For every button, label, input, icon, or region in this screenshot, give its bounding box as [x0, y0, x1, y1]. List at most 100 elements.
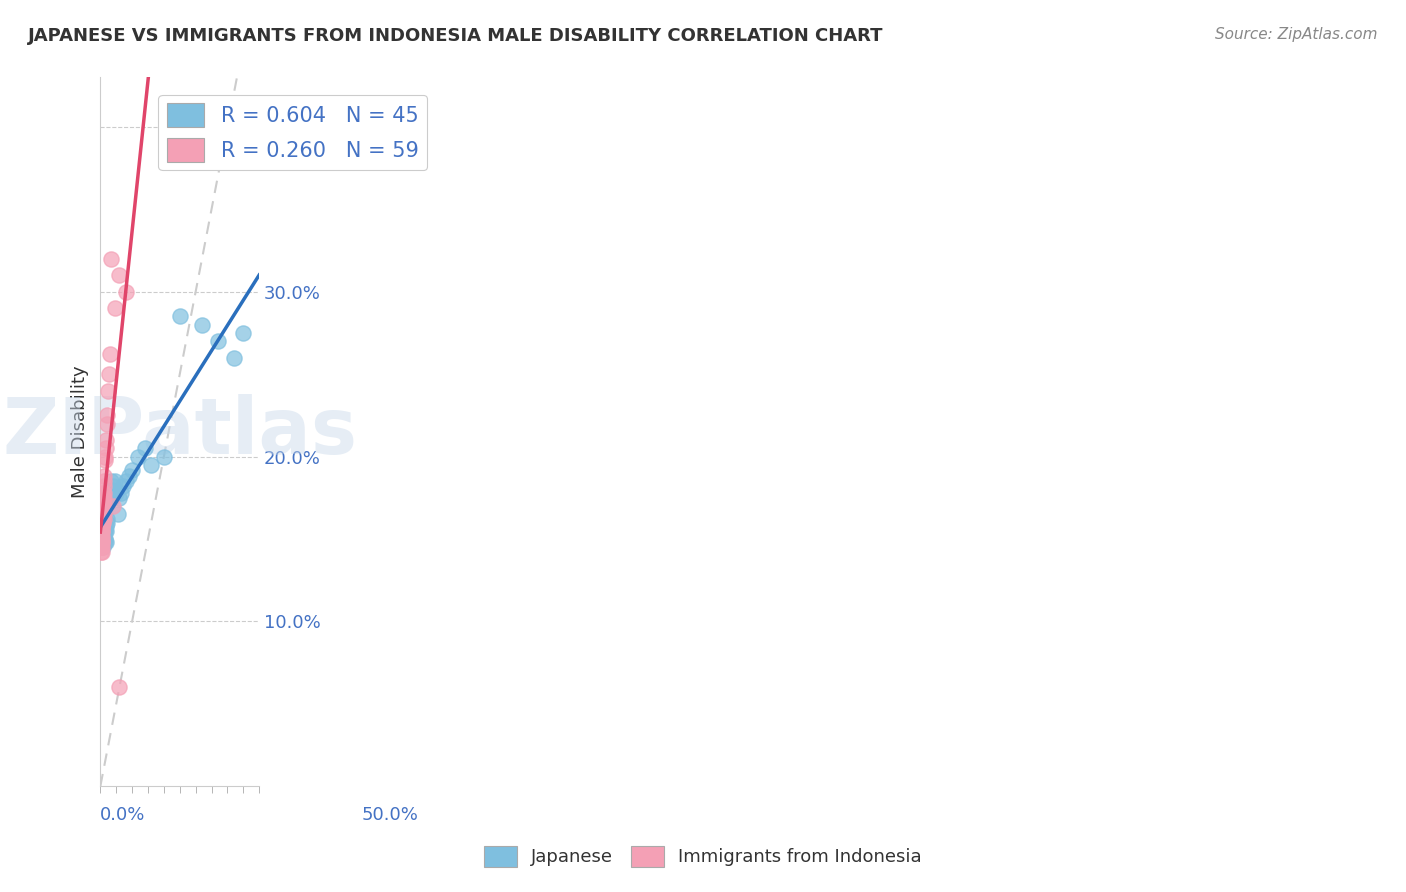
Point	[114, 285, 136, 299]
Point	[93, 508, 115, 522]
Point	[94, 535, 117, 549]
Point	[101, 479, 124, 493]
Point	[222, 351, 245, 365]
Point	[93, 512, 115, 526]
Y-axis label: Male Disability: Male Disability	[72, 366, 89, 498]
Point	[141, 458, 163, 472]
Point	[94, 524, 117, 538]
Point	[91, 512, 114, 526]
Point	[94, 442, 117, 456]
Point	[232, 326, 254, 340]
Point	[105, 486, 128, 500]
Point	[111, 479, 134, 493]
Point	[91, 502, 114, 516]
Point	[98, 367, 121, 381]
Point	[127, 450, 149, 464]
Point	[108, 681, 131, 695]
Point	[91, 524, 114, 538]
Point	[91, 496, 114, 510]
Text: 0.0%: 0.0%	[100, 806, 146, 824]
Point	[90, 535, 112, 549]
Point	[93, 475, 115, 489]
Point	[90, 535, 112, 549]
Point	[91, 499, 114, 513]
Point	[90, 540, 112, 554]
Point	[93, 499, 115, 513]
Point	[94, 532, 117, 546]
Point	[94, 535, 117, 549]
Point	[93, 486, 115, 500]
Point	[91, 502, 114, 516]
Point	[104, 475, 127, 489]
Point	[94, 518, 117, 533]
Point	[121, 463, 143, 477]
Point	[91, 535, 114, 549]
Point	[90, 524, 112, 538]
Point	[94, 450, 117, 464]
Point	[90, 535, 112, 549]
Point	[96, 516, 118, 530]
Point	[93, 469, 115, 483]
Point	[100, 483, 122, 497]
Point	[96, 409, 118, 423]
Point	[104, 301, 127, 316]
Point	[93, 491, 115, 505]
Point	[94, 453, 117, 467]
Point	[91, 524, 114, 538]
Point	[98, 486, 121, 500]
Point	[90, 535, 112, 549]
Text: JAPANESE VS IMMIGRANTS FROM INDONESIA MALE DISABILITY CORRELATION CHART: JAPANESE VS IMMIGRANTS FROM INDONESIA MA…	[28, 27, 883, 45]
Point	[134, 442, 156, 456]
Point	[98, 483, 121, 497]
Point	[108, 268, 131, 283]
Point	[91, 518, 114, 533]
Point	[191, 318, 214, 332]
Text: 50.0%: 50.0%	[361, 806, 418, 824]
Point	[91, 516, 114, 530]
Point	[91, 532, 114, 546]
Point	[91, 516, 114, 530]
Point	[91, 545, 114, 559]
Point	[91, 518, 114, 533]
Point	[169, 310, 191, 324]
Point	[90, 524, 112, 538]
Point	[100, 475, 122, 489]
Point	[114, 475, 136, 489]
Point	[97, 384, 120, 398]
Point	[91, 508, 114, 522]
Point	[93, 524, 115, 538]
Point	[91, 508, 114, 522]
Point	[90, 532, 112, 546]
Text: Source: ZipAtlas.com: Source: ZipAtlas.com	[1215, 27, 1378, 42]
Point	[91, 540, 114, 554]
Point	[96, 524, 118, 538]
Point	[91, 540, 114, 554]
Point	[97, 496, 120, 510]
Point	[93, 479, 115, 493]
Point	[90, 532, 112, 546]
Point	[96, 417, 118, 431]
Point	[153, 450, 176, 464]
Text: ZIPatlas: ZIPatlas	[3, 394, 357, 470]
Point	[91, 512, 114, 526]
Legend: Japanese, Immigrants from Indonesia: Japanese, Immigrants from Indonesia	[477, 838, 929, 874]
Point	[90, 518, 112, 533]
Point	[207, 334, 229, 348]
Point	[90, 540, 112, 554]
Point	[91, 486, 114, 500]
Legend: R = 0.604   N = 45, R = 0.260   N = 59: R = 0.604 N = 45, R = 0.260 N = 59	[159, 95, 427, 170]
Point	[98, 347, 121, 361]
Point	[91, 518, 114, 533]
Point	[91, 535, 114, 549]
Point	[100, 252, 122, 266]
Point	[91, 529, 114, 543]
Point	[93, 524, 115, 538]
Point	[91, 529, 114, 543]
Point	[93, 512, 115, 526]
Point	[91, 508, 114, 522]
Point	[91, 496, 114, 510]
Point	[118, 469, 141, 483]
Point	[90, 540, 112, 554]
Point	[96, 512, 118, 526]
Point	[93, 532, 115, 546]
